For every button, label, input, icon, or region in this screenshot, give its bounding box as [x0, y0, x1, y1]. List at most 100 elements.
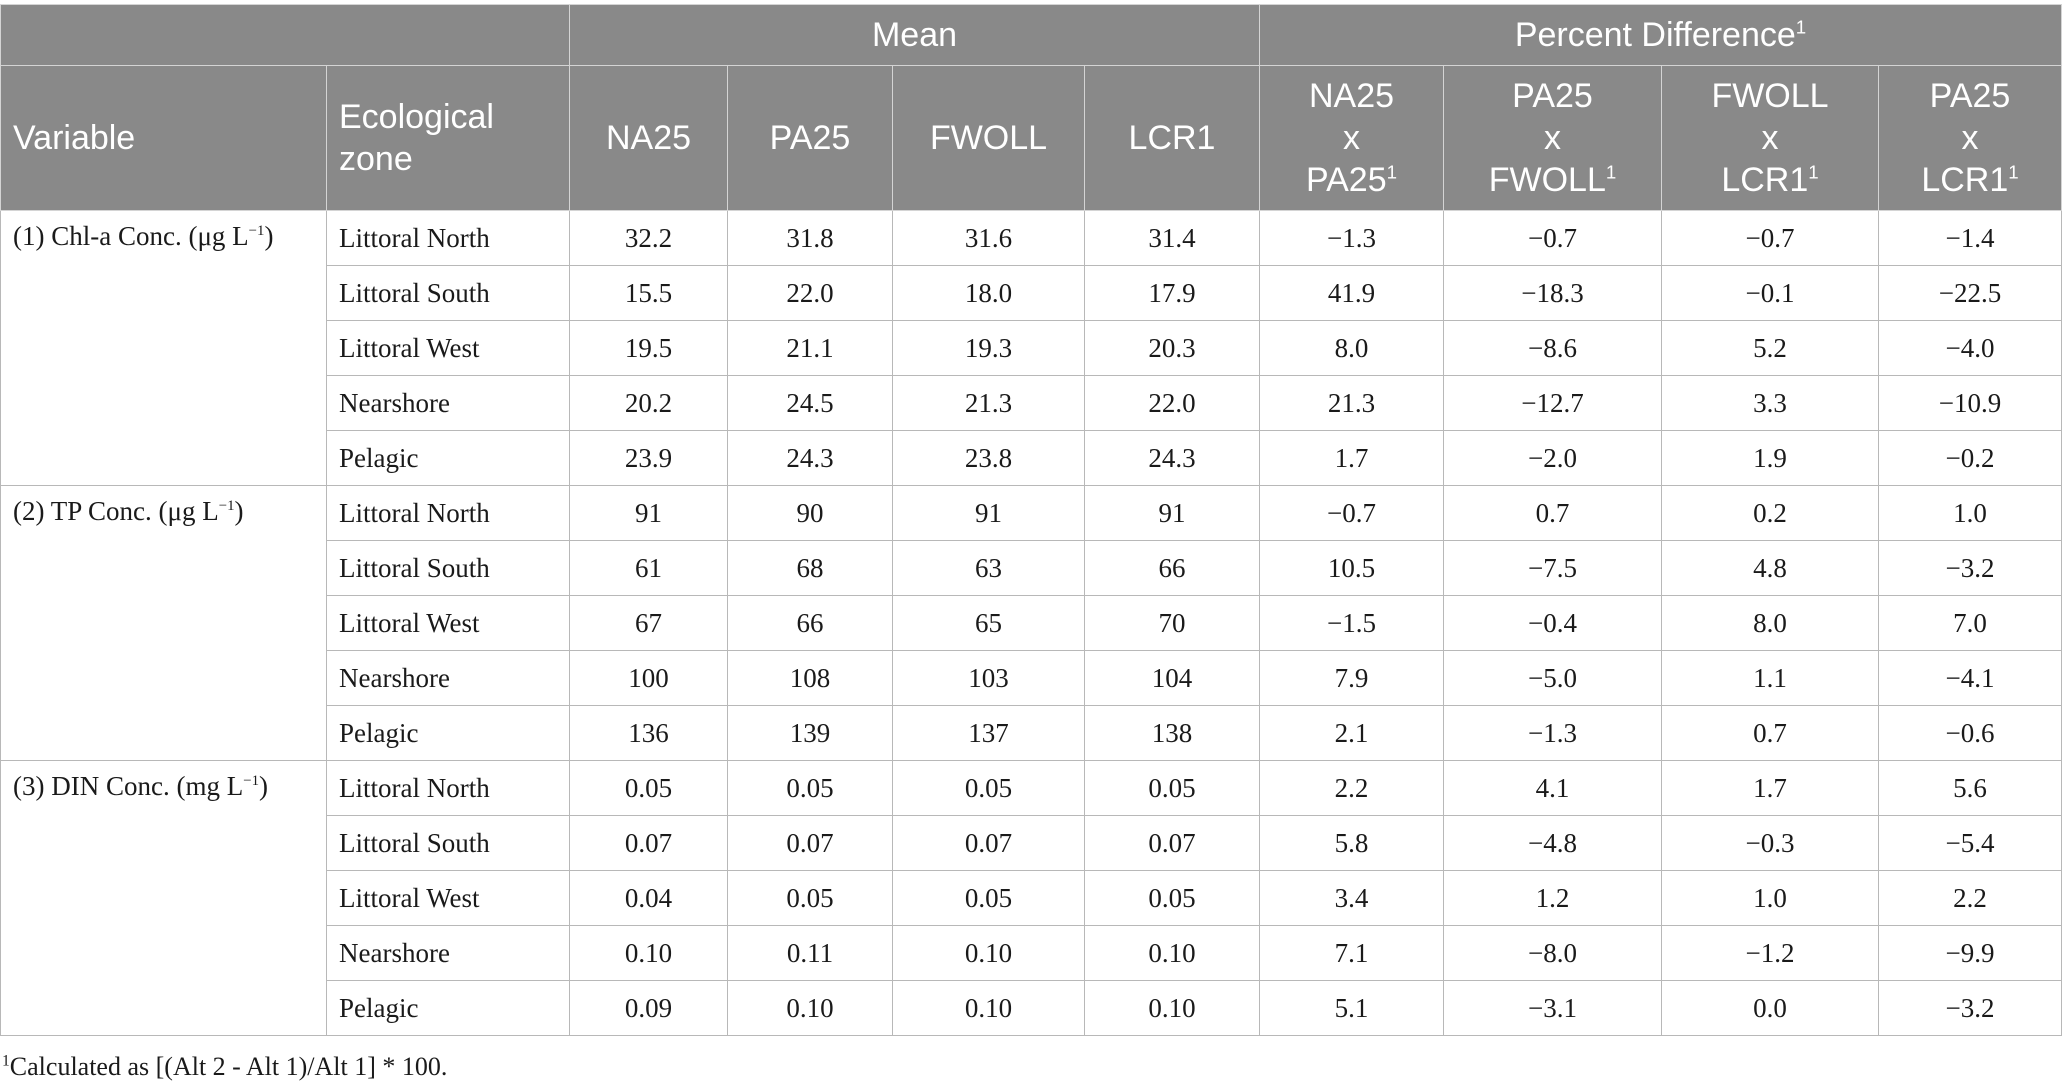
mean-value-cell: 0.05	[569, 760, 728, 816]
pct-diff-value-cell: 0.7	[1661, 705, 1879, 761]
zone-cell: Littoral South	[326, 540, 570, 596]
pct-diff-value-cell: 1.7	[1661, 760, 1879, 816]
table-row: Littoral South 61 68 63 66 10.5 −7.5 4.8 −3.2	[1, 540, 2062, 596]
variable-cell: (2) TP Conc. (μg L−1)	[0, 485, 327, 761]
mean-value-cell: 0.05	[892, 760, 1085, 816]
pct-diff-value-cell: −0.3	[1661, 815, 1879, 871]
mean-value-cell: 65	[892, 595, 1085, 651]
pct-diff-value-cell: −3.2	[1878, 540, 2062, 596]
zone-cell: Littoral South	[326, 265, 570, 321]
mean-value-cell: 68	[727, 540, 893, 596]
pct-diff-value-cell: 7.9	[1259, 650, 1444, 706]
zone-cell: Nearshore	[326, 925, 570, 981]
pct-diff-value-cell: −0.6	[1878, 705, 2062, 761]
pct-diff-value-cell: −12.7	[1443, 375, 1662, 431]
pct-diff-value-cell: 8.0	[1661, 595, 1879, 651]
mean-value-cell: 0.11	[727, 925, 893, 981]
table-row: Littoral West 67 66 65 70 −1.5 −0.4 8.0 7.0	[1, 595, 2062, 651]
table-row: Littoral West 0.04 0.05 0.05 0.05 3.4 1.2 1.0 2.…	[1, 870, 2062, 926]
mean-value-cell: 0.10	[892, 925, 1085, 981]
mean-value-cell: 0.10	[1084, 925, 1260, 981]
pct-diff-value-cell: 41.9	[1259, 265, 1444, 321]
table-row: (2) TP Conc. (μg L−1) Littoral North 91 90 9…	[0, 485, 2062, 761]
pct-diff-value-cell: −0.1	[1661, 265, 1879, 321]
zone-cell: Littoral North	[326, 210, 570, 266]
pct-diff-value-cell: 0.7	[1443, 485, 1662, 541]
pct-diff-value-cell: −0.7	[1661, 210, 1879, 266]
mean-value-cell: 138	[1084, 705, 1260, 761]
pct-diff-value-cell: 7.0	[1878, 595, 2062, 651]
data-table-container: Mean Percent Difference1 Variable Ecolog…	[0, 4, 2062, 1036]
table-row: Littoral South 0.07 0.07 0.07 0.07 5.8 −4.8 −0.…	[1, 815, 2062, 871]
zone-cell: Littoral West	[326, 320, 570, 376]
mean-value-cell: 104	[1084, 650, 1260, 706]
pct-diff-value-cell: −5.4	[1878, 815, 2062, 871]
mean-value-cell: 0.05	[892, 870, 1085, 926]
mean-value-cell: 17.9	[1084, 265, 1260, 321]
data-table: Mean Percent Difference1 Variable Ecolog…	[0, 4, 2062, 1036]
mean-value-cell: 0.05	[1084, 870, 1260, 926]
pct-diff-value-cell: 3.4	[1259, 870, 1444, 926]
pct-diff-value-cell: −3.2	[1878, 980, 2062, 1036]
pct-diff-value-cell: −1.3	[1443, 705, 1662, 761]
header-ecological-zone: Ecological zone	[326, 65, 570, 211]
header-pct-col: PA25 x FWOLL1	[1443, 65, 1662, 211]
pct-diff-value-cell: −1.5	[1259, 595, 1444, 651]
pct-diff-value-cell: 1.0	[1661, 870, 1879, 926]
mean-value-cell: 0.07	[569, 815, 728, 871]
mean-value-cell: 0.04	[569, 870, 728, 926]
table-row: Pelagic 0.09 0.10 0.10 0.10 5.1 −3.1 0.0 −3.2	[1, 980, 2062, 1036]
pct-diff-value-cell: −8.6	[1443, 320, 1662, 376]
mean-value-cell: 0.10	[727, 980, 893, 1036]
mean-value-cell: 24.5	[727, 375, 893, 431]
mean-value-cell: 20.3	[1084, 320, 1260, 376]
pct-diff-value-cell: −4.1	[1878, 650, 2062, 706]
zone-cell: Nearshore	[326, 650, 570, 706]
pct-diff-value-cell: 2.1	[1259, 705, 1444, 761]
table-row: (3) DIN Conc. (mg L−1) Littoral North 0.05…	[0, 760, 2062, 1036]
mean-value-cell: 70	[1084, 595, 1260, 651]
table-row: Littoral West 19.5 21.1 19.3 20.3 8.0 −8.6 5.2−…	[1, 320, 2062, 376]
header-pct-col: NA25 x PA251	[1259, 65, 1444, 211]
pct-diff-value-cell: −1.4	[1878, 210, 2062, 266]
mean-value-cell: 21.1	[727, 320, 893, 376]
mean-value-cell: 22.0	[1084, 375, 1260, 431]
mean-value-cell: 0.05	[1084, 760, 1260, 816]
mean-value-cell: 136	[569, 705, 728, 761]
pct-diff-value-cell: −18.3	[1443, 265, 1662, 321]
mean-value-cell: 91	[892, 485, 1085, 541]
mean-value-cell: 20.2	[569, 375, 728, 431]
mean-value-cell: 63	[892, 540, 1085, 596]
mean-value-cell: 137	[892, 705, 1085, 761]
variable-cell: (3) DIN Conc. (mg L−1)	[0, 760, 327, 1036]
pct-diff-value-cell: 5.6	[1878, 760, 2062, 816]
mean-value-cell: 0.10	[892, 980, 1085, 1036]
pct-diff-value-cell: 3.3	[1661, 375, 1879, 431]
mean-value-cell: 31.6	[892, 210, 1085, 266]
zone-cell: Pelagic	[326, 705, 570, 761]
pct-diff-value-cell: 5.2	[1661, 320, 1879, 376]
header-column-row: Variable Ecological zone NA25 PA25 FWOLL …	[0, 65, 2062, 211]
pct-diff-value-cell: 8.0	[1259, 320, 1444, 376]
pct-diff-value-cell: 1.1	[1661, 650, 1879, 706]
mean-value-cell: 66	[1084, 540, 1260, 596]
mean-value-cell: 22.0	[727, 265, 893, 321]
header-mean-col: PA25	[727, 65, 893, 211]
pct-diff-value-cell: 4.1	[1443, 760, 1662, 816]
mean-value-cell: 21.3	[892, 375, 1085, 431]
mean-value-cell: 24.3	[1084, 430, 1260, 486]
zone-cell: Littoral North	[326, 760, 570, 816]
header-variable: Variable	[0, 65, 327, 211]
pct-diff-value-cell: −0.2	[1878, 430, 2062, 486]
table-body: (1) Chl-a Conc. (μg L−1) Littoral North 32…	[0, 210, 2062, 1036]
pct-diff-value-cell: −0.4	[1443, 595, 1662, 651]
mean-value-cell: 0.05	[727, 760, 893, 816]
zone-cell: Littoral North	[326, 485, 570, 541]
table-row: Nearshore 20.2 24.5 21.3 22.0 21.3 −12.7 3.3 −10…	[1, 375, 2062, 431]
mean-value-cell: 23.8	[892, 430, 1085, 486]
pct-diff-value-cell: 1.2	[1443, 870, 1662, 926]
mean-value-cell: 31.8	[727, 210, 893, 266]
mean-value-cell: 0.07	[727, 815, 893, 871]
pct-diff-value-cell: −9.9	[1878, 925, 2062, 981]
variable-cell: (1) Chl-a Conc. (μg L−1)	[0, 210, 327, 486]
